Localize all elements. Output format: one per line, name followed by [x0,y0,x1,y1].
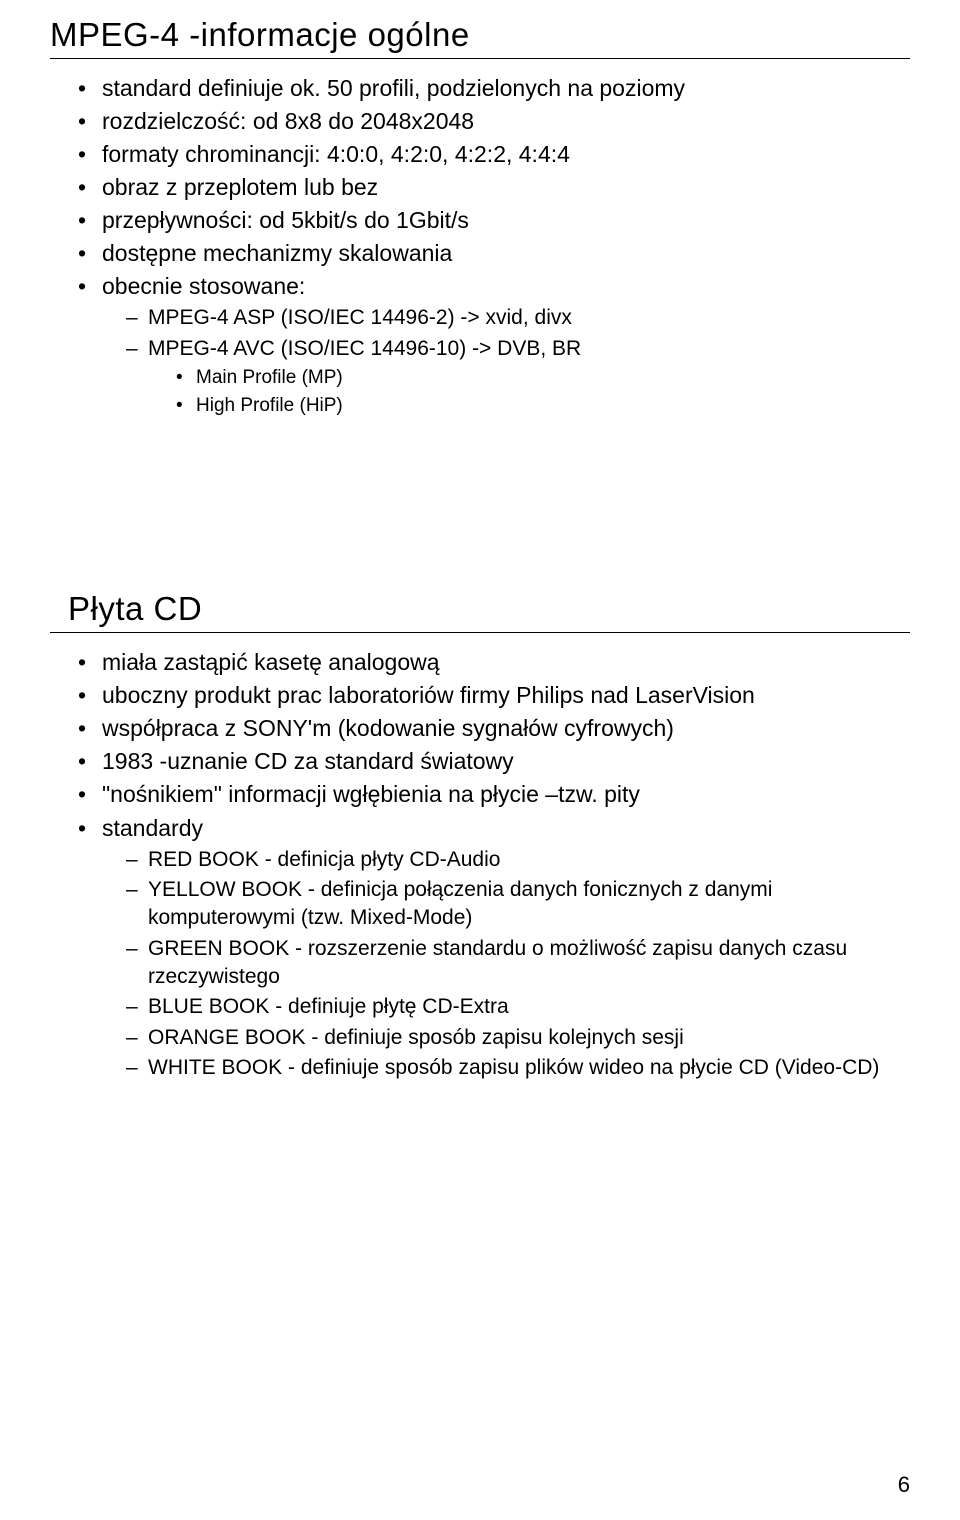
list-item: GREEN BOOK - rozszerzenie standardu o mo… [126,935,910,992]
list-item: RED BOOK - definicja płyty CD-Audio [126,846,910,874]
list-item: MPEG-4 AVC (ISO/IEC 14496-10) -> DVB, BR… [126,335,910,419]
list-item: dostępne mechanizmy skalowania [78,238,910,269]
list-item: WHITE BOOK - definiuje sposób zapisu pli… [126,1054,910,1082]
list-item: BLUE BOOK - definiuje płytę CD-Extra [126,993,910,1021]
slide2-title: Płyta CD [50,590,910,628]
item-text: standard definiuje ok. 50 profili, podzi… [102,75,685,101]
item-text: "nośnikiem" informacji wgłębienia na pły… [102,781,640,807]
list-item: obecnie stosowane: MPEG-4 ASP (ISO/IEC 1… [78,271,910,418]
list-item: uboczny produkt prac laboratoriów firmy … [78,680,910,711]
list-item: rozdzielczość: od 8x8 do 2048x2048 [78,106,910,137]
slide2-sublist-standardy: RED BOOK - definicja płyty CD-Audio YELL… [102,846,910,1083]
list-item: High Profile (HiP) [176,393,910,419]
slide1-rule [50,58,910,59]
item-text: obraz z przeplotem lub bez [102,174,378,200]
item-text: przepływności: od 5kbit/s do 1Gbit/s [102,207,469,233]
item-text: miała zastąpić kasetę analogową [102,649,440,675]
item-text: ORANGE BOOK - definiuje sposób zapisu ko… [148,1026,684,1049]
item-text: współpraca z SONY'm (kodowanie sygnałów … [102,715,674,741]
list-item: formaty chrominancji: 4:0:0, 4:2:0, 4:2:… [78,139,910,170]
item-text: MPEG-4 AVC (ISO/IEC 14496-10) -> DVB, BR [148,337,581,360]
slide1-sublist-avc: Main Profile (MP) High Profile (HiP) [148,365,910,418]
list-item: "nośnikiem" informacji wgłębienia na pły… [78,779,910,810]
list-item: ORANGE BOOK - definiuje sposób zapisu ko… [126,1024,910,1052]
item-text: MPEG-4 ASP (ISO/IEC 14496-2) -> xvid, di… [148,306,572,329]
slide2-list: miała zastąpić kasetę analogową uboczny … [50,647,910,1082]
list-item: YELLOW BOOK - definicja połączenia danyc… [126,876,910,933]
item-text: Main Profile (MP) [196,367,343,388]
slide1-title: MPEG-4 -informacje ogólne [50,16,910,54]
list-item: standard definiuje ok. 50 profili, podzi… [78,73,910,104]
slide-gap [50,420,910,590]
list-item: MPEG-4 ASP (ISO/IEC 14496-2) -> xvid, di… [126,304,910,332]
item-text: formaty chrominancji: 4:0:0, 4:2:0, 4:2:… [102,141,570,167]
slide1-sublist-obecnie: MPEG-4 ASP (ISO/IEC 14496-2) -> xvid, di… [102,304,910,418]
item-text: GREEN BOOK - rozszerzenie standardu o mo… [148,937,847,988]
item-text: BLUE BOOK - definiuje płytę CD-Extra [148,995,509,1018]
list-item: przepływności: od 5kbit/s do 1Gbit/s [78,205,910,236]
item-text: rozdzielczość: od 8x8 do 2048x2048 [102,108,474,134]
item-text: dostępne mechanizmy skalowania [102,240,452,266]
item-text: uboczny produkt prac laboratoriów firmy … [102,682,755,708]
item-text: YELLOW BOOK - definicja połączenia danyc… [148,878,772,929]
list-item: obraz z przeplotem lub bez [78,172,910,203]
list-item: współpraca z SONY'm (kodowanie sygnałów … [78,713,910,744]
item-text: RED BOOK - definicja płyty CD-Audio [148,848,500,871]
item-text: WHITE BOOK - definiuje sposób zapisu pli… [148,1056,879,1079]
item-text: 1983 -uznanie CD za standard światowy [102,748,514,774]
list-item: miała zastąpić kasetę analogową [78,647,910,678]
item-text: obecnie stosowane: [102,273,305,299]
list-item: 1983 -uznanie CD za standard światowy [78,746,910,777]
list-item: Main Profile (MP) [176,365,910,391]
page-number: 6 [898,1472,910,1498]
item-text: standardy [102,815,203,841]
item-text: High Profile (HiP) [196,395,343,416]
list-item: standardy RED BOOK - definicja płyty CD-… [78,813,910,1083]
slide1-list: standard definiuje ok. 50 profili, podzi… [50,73,910,418]
slide2-rule [50,632,910,633]
document-page: MPEG-4 -informacje ogólne standard defin… [0,0,960,1520]
